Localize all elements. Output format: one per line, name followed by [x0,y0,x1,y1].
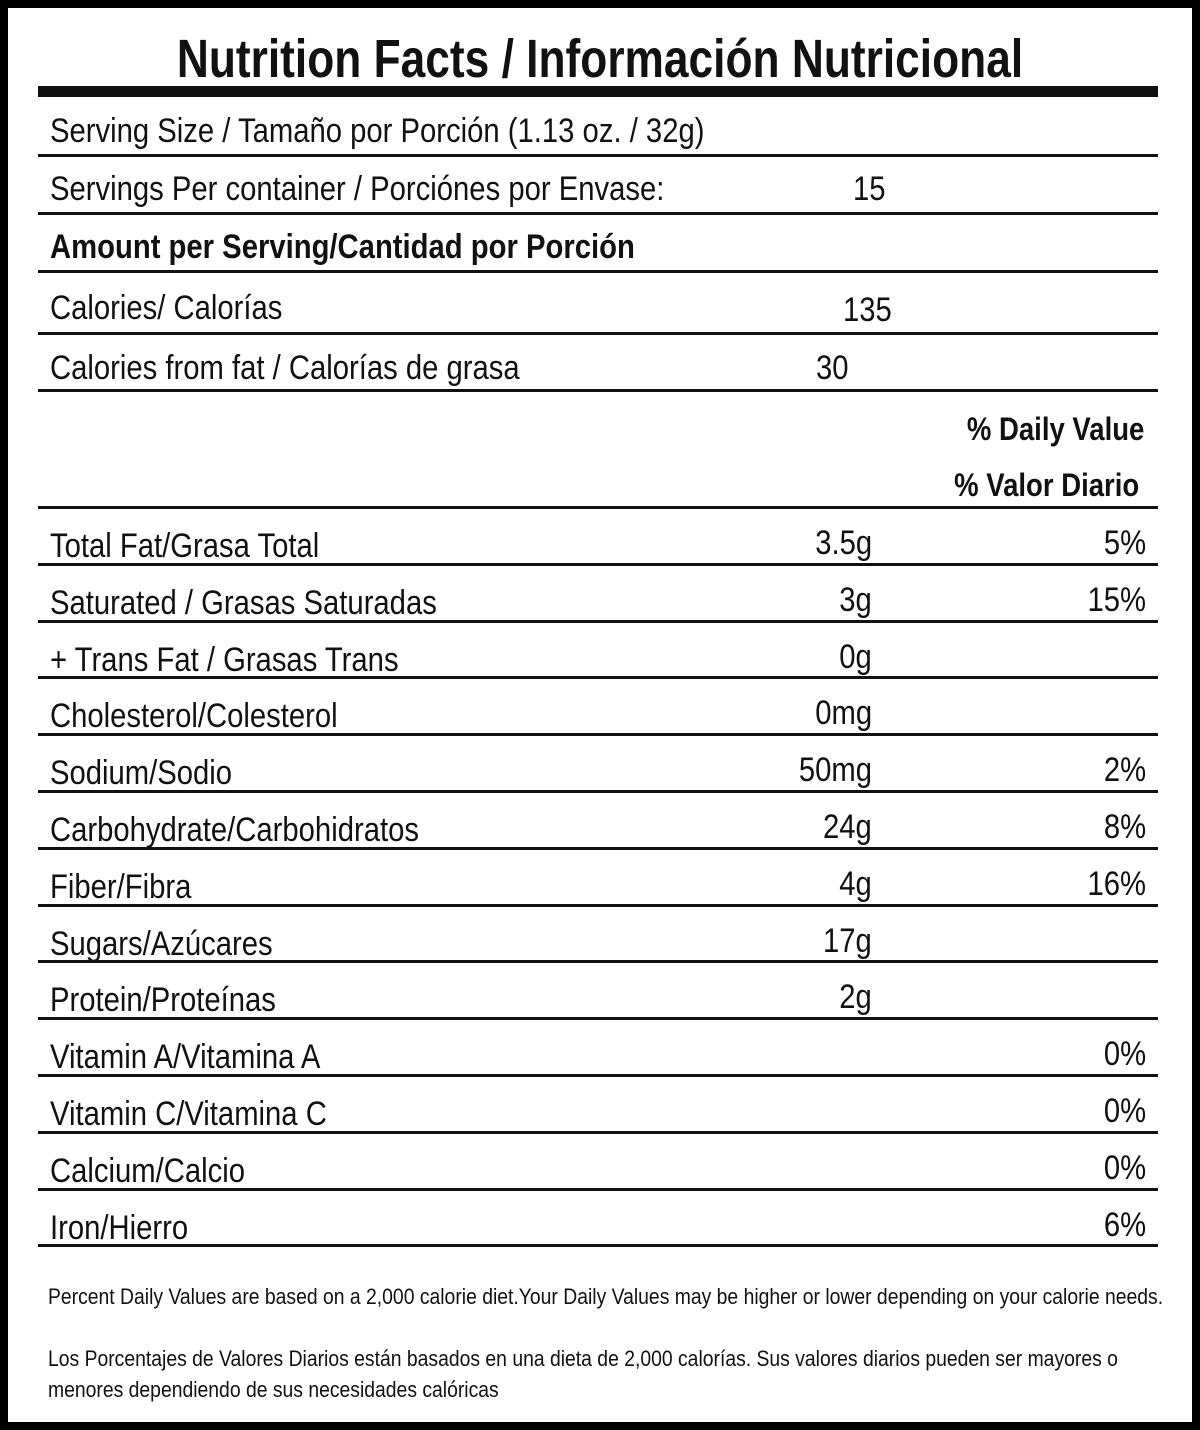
nutrient-amount: 0mg [815,694,872,733]
rule [38,903,1158,907]
footnote: Percent Daily Values are based on a 2,00… [48,1284,1164,1309]
nutrient-amount: 50mg [798,751,872,790]
nutrient-daily-value: 6% [1103,1205,1146,1244]
nutrient-name: Carbohydrate/Carbohidratos [50,811,419,849]
nutrient-amount: 0g [839,637,872,676]
nutrient-name: Cholesterol/Colesterol [50,697,338,736]
rule [38,1074,1158,1077]
nutrient-daily-value: 16% [1087,864,1146,903]
servings-label: Servings Per container / Porciónes por E… [50,170,665,208]
nutrient-name: + Trans Fat / Grasas Trans [50,640,399,679]
calories-fat-label: Calories from fat / Calorías de grasa [50,349,520,387]
nutrient-amount: 24g [823,808,872,846]
rule [38,960,1158,964]
nutrient-amount: 4g [839,864,872,903]
nutrient-daily-value: 0% [1103,1035,1146,1074]
nutrient-amount: 3g [839,580,872,619]
nutrient-daily-value: 15% [1087,580,1146,619]
rule [38,154,1158,157]
daily-value-header: % Daily Value [966,411,1144,447]
rule [38,1244,1158,1248]
nutrient-name: Saturated / Grasas Saturadas [50,583,437,622]
nutrient-name: Protein/Proteínas [50,981,276,1020]
rule [38,1017,1158,1021]
rule [38,332,1158,335]
nutrient-name: Vitamin A/Vitamina A [50,1038,321,1077]
rule [38,790,1158,793]
nutrient-name: Iron/Hierro [50,1208,189,1247]
nutrient-daily-value: 0% [1103,1092,1146,1130]
calories-value: 135 [843,291,892,329]
rule [38,270,1158,273]
nutrient-amount: 2g [839,978,872,1017]
title: Nutrition Facts / Información Nutriciona… [176,29,1024,89]
rule [38,619,1158,623]
rule [38,1187,1158,1191]
serving-size: Serving Size / Tamaño por Porción (1.13 … [50,112,705,150]
calories-label: Calories/ Calorías [50,289,283,327]
nutrient-name: Total Fat/Grasa Total [50,527,320,565]
rule [38,212,1158,215]
thick-rule [38,86,1158,97]
nutrient-amount: 17g [823,921,872,960]
amount-header: Amount per Serving/Cantidad por Porción [50,228,635,266]
nutrient-daily-value: 0% [1103,1148,1146,1187]
nutrient-daily-value: 5% [1103,524,1146,562]
nutrient-name: Fiber/Fibra [50,867,192,906]
rule [38,676,1158,680]
rule [38,846,1158,850]
rule [38,389,1158,392]
daily-value-header: % Valor Diario [953,467,1139,503]
nutrient-name: Vitamin C/Vitamina C [50,1095,327,1133]
footnote: Los Porcentajes de Valores Diarios están… [48,1346,1118,1402]
nutrient-name: Sugars/Azúcares [50,924,273,963]
rule [38,733,1158,737]
servings-value: 15 [853,170,886,208]
nutrient-daily-value: 2% [1103,751,1146,790]
rule [38,1130,1158,1134]
nutrient-name: Calcium/Calcio [50,1151,245,1190]
rule [38,506,1158,509]
nutrient-amount: 3.5g [815,524,872,562]
nutrient-name: Sodium/Sodio [50,754,233,793]
calories-fat-value: 30 [816,349,849,387]
nutrient-daily-value: 8% [1103,808,1146,846]
rule [38,562,1158,566]
